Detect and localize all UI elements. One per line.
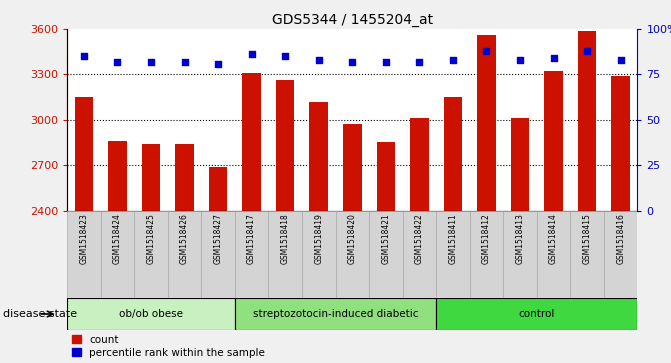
Bar [168,211,201,299]
Bar [436,298,637,330]
Point [246,52,257,57]
Text: GSM1518423: GSM1518423 [79,213,89,264]
Point [414,59,425,65]
Point [448,57,458,63]
Bar [611,76,630,363]
Point [582,48,592,54]
Bar [276,81,295,363]
Text: GSM1518424: GSM1518424 [113,213,122,264]
Point [380,59,391,65]
Bar [537,211,570,299]
Bar [67,298,235,330]
Bar [511,118,529,363]
Point [481,48,492,54]
Point [179,59,190,65]
Bar [470,211,503,299]
Bar [74,97,93,363]
Bar [503,211,537,299]
Point [347,59,358,65]
Bar [67,211,101,299]
Bar [235,298,436,330]
Text: GSM1518413: GSM1518413 [515,213,525,264]
Point [515,57,525,63]
Text: GSM1518426: GSM1518426 [180,213,189,264]
Bar [201,211,235,299]
Bar [477,35,496,363]
Text: ob/ob obese: ob/ob obese [119,309,183,319]
Bar [336,211,369,299]
Point [280,53,291,59]
Text: GSM1518416: GSM1518416 [616,213,625,264]
Bar [578,30,597,363]
Bar [175,144,194,363]
Point [79,53,89,59]
Point [548,55,559,61]
Bar [376,142,395,363]
Bar [142,144,160,363]
Text: GSM1518414: GSM1518414 [549,213,558,264]
Bar [101,211,134,299]
Point [146,59,156,65]
Point [213,61,223,66]
Bar [369,211,403,299]
Text: GSM1518422: GSM1518422 [415,213,424,264]
Text: GSM1518411: GSM1518411 [448,213,458,264]
Bar [403,211,436,299]
Text: GSM1518421: GSM1518421 [381,213,391,264]
Point [112,59,123,65]
Text: GSM1518418: GSM1518418 [280,213,290,264]
Bar [436,211,470,299]
Bar [235,211,268,299]
Bar [242,73,261,363]
Text: GSM1518417: GSM1518417 [247,213,256,264]
Bar [302,211,336,299]
Bar [570,211,604,299]
Point [313,57,324,63]
Text: control: control [519,309,555,319]
Text: GSM1518425: GSM1518425 [146,213,156,264]
Bar [268,211,302,299]
Bar [134,211,168,299]
Text: streptozotocin-induced diabetic: streptozotocin-induced diabetic [253,309,418,319]
Text: disease state: disease state [3,309,77,319]
Point [615,57,626,63]
Text: GSM1518427: GSM1518427 [213,213,223,264]
Text: GSM1518412: GSM1518412 [482,213,491,264]
Bar [108,141,127,363]
Text: GSM1518420: GSM1518420 [348,213,357,264]
Title: GDS5344 / 1455204_at: GDS5344 / 1455204_at [272,13,433,26]
Bar [544,72,563,363]
Bar [444,97,462,363]
Text: GSM1518419: GSM1518419 [314,213,323,264]
Bar [604,211,637,299]
Bar [309,102,328,363]
Bar [209,167,227,363]
Text: GSM1518415: GSM1518415 [582,213,592,264]
Legend: count, percentile rank within the sample: count, percentile rank within the sample [72,335,265,358]
Bar [343,123,362,363]
Bar [410,118,429,363]
